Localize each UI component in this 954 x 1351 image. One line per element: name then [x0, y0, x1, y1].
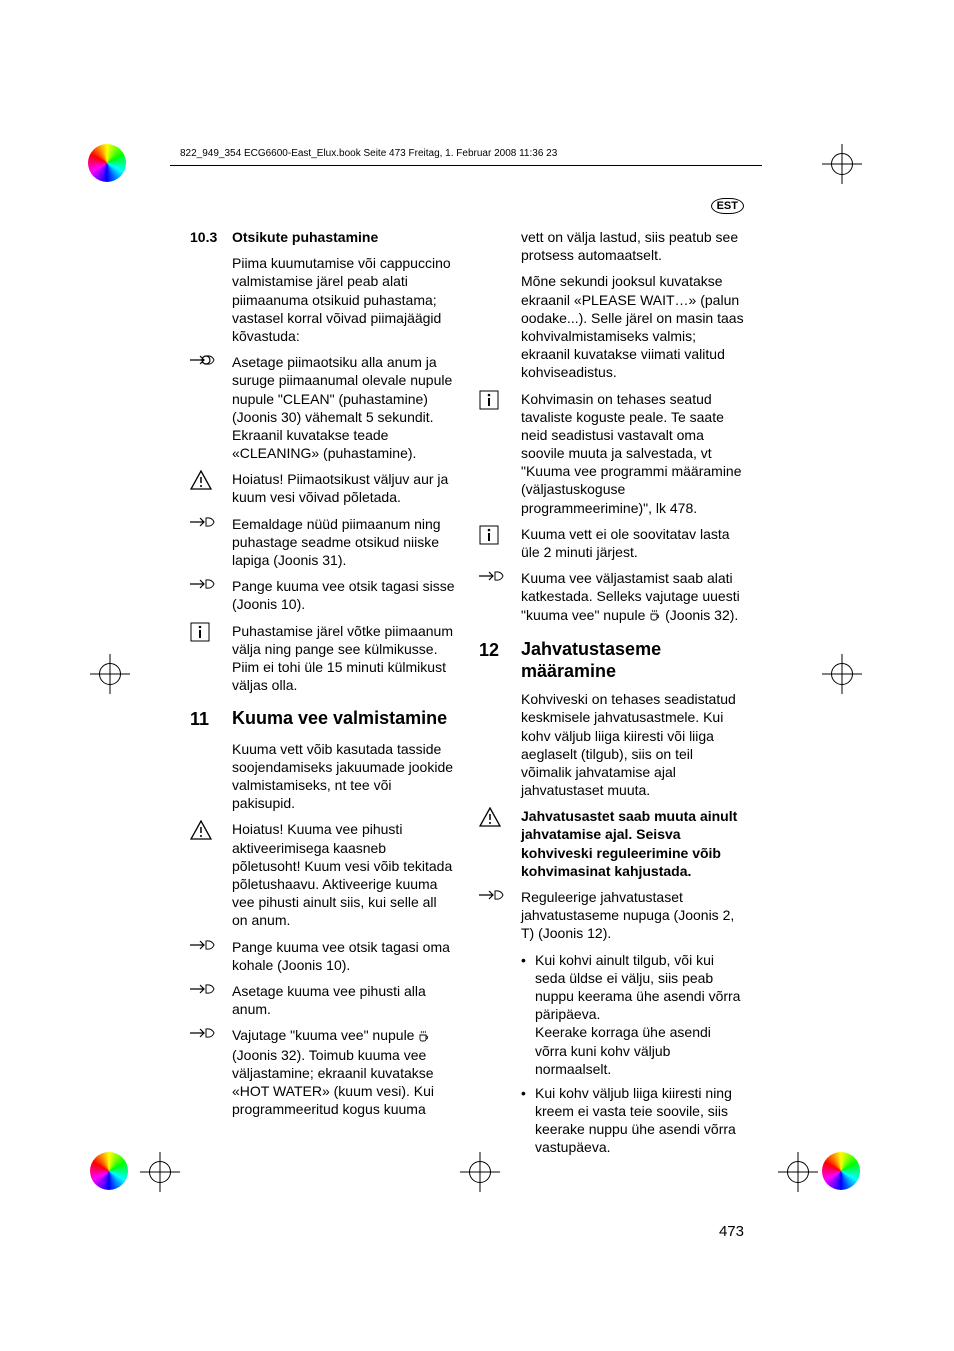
section-11-title: Kuuma vee valmistamine — [232, 708, 447, 728]
registration-color-bl — [90, 1152, 128, 1190]
para-10-3-step2: Eemaldage nüüd piimaanum ning puhastage … — [232, 515, 455, 570]
info-icon — [479, 525, 499, 545]
page-number: 473 — [719, 1222, 744, 1242]
pointing-hand-icon — [190, 577, 216, 591]
para-11-step3-a: Vajutage "kuuma vee" nupule — [232, 1027, 418, 1043]
header-rule — [170, 165, 762, 166]
language-badge: EST — [711, 198, 744, 214]
para-info-1: Kohvimasin on tehases seatud tavaliste k… — [521, 390, 744, 517]
para-11-step2: Asetage kuuma vee pihusti alla anum. — [232, 982, 455, 1018]
para-11-step1: Pange kuuma vee otsik tagasi oma kohale … — [232, 938, 455, 974]
warning-icon — [190, 470, 212, 490]
pointing-hand-icon — [479, 569, 505, 583]
registration-cross-br1 — [778, 1152, 818, 1192]
header-text: 822_949_354 ECG6600-East_Elux.book Seite… — [180, 148, 557, 159]
page-content: 10.3 Otsikute puhastamine Piima kuumutam… — [190, 228, 744, 1241]
info-icon — [190, 622, 210, 642]
para-10-3-info: Puhastamise järel võtke piimaanum välja … — [232, 622, 455, 695]
section-10-3-num: 10.3 — [190, 229, 217, 245]
pointing-hand-icon — [190, 1026, 216, 1040]
para-11-intro: Kuuma vett võib kasutada tasside soojend… — [232, 740, 455, 813]
para-10-3-warn1: Hoiatus! Piimaotsikust väljuv aur ja kuu… — [232, 470, 455, 506]
para-10-3-step3: Pange kuuma vee otsik tagasi sisse (Joon… — [232, 577, 455, 613]
warning-icon — [479, 807, 501, 827]
info-icon — [479, 390, 499, 410]
para-10-3-step1: Asetage piimaotsiku alla anum ja suruge … — [232, 353, 455, 462]
para-11-step3: Vajutage "kuuma vee" nupule (Joonis 32).… — [232, 1026, 455, 1118]
registration-cross-ml — [90, 654, 130, 694]
pointing-hand-icon — [479, 888, 505, 902]
registration-cross-mr — [822, 654, 862, 694]
pointing-hand-icon — [190, 353, 216, 367]
para-hand-1b: (Joonis 32). — [661, 607, 738, 623]
pointing-hand-icon — [190, 515, 216, 529]
section-12-title: Jahvatustaseme määramine — [521, 639, 661, 681]
registration-cross-bl — [140, 1152, 180, 1192]
para-12-intro: Kohviveski on tehases seadistatud keskmi… — [521, 690, 744, 799]
hot-water-cup-icon — [649, 607, 661, 625]
list-item: Kui kohv väljub liiga kiiresti ning kree… — [521, 1084, 744, 1157]
para-10-3-intro: Piima kuumutamise või cappuccino valmist… — [232, 254, 455, 345]
hot-water-cup-icon — [418, 1028, 430, 1046]
list-item: Kui kohvi ainult tilgub, või kui seda ül… — [521, 951, 744, 1078]
para-info-2: Kuuma vett ei ole soovitatav lasta üle 2… — [521, 525, 744, 561]
para-12-warn: Jahvatusastet saab muuta ainult jahvatam… — [521, 807, 744, 880]
section-11-num: 11 — [190, 709, 209, 729]
right-column: vett on välja lastud, siis peatub see pr… — [479, 228, 744, 1241]
bullet-list-12: Kui kohvi ainult tilgub, või kui seda ül… — [521, 951, 744, 1157]
section-12-num: 12 — [479, 640, 499, 660]
registration-color-tl — [88, 144, 126, 182]
para-hand-1: Kuuma vee väljastamist saab alati katkes… — [521, 569, 744, 625]
para-cont-1: vett on välja lastud, siis peatub see pr… — [521, 228, 744, 264]
section-10-3-title: Otsikute puhastamine — [232, 229, 378, 245]
para-11-warn: Hoiatus! Kuuma vee pihusti aktiveerimise… — [232, 820, 455, 929]
left-column: 10.3 Otsikute puhastamine Piima kuumutam… — [190, 228, 455, 1241]
para-12-step: Reguleerige jahvatustaset jahvatustaseme… — [521, 888, 744, 943]
warning-icon — [190, 820, 212, 840]
registration-color-br — [822, 1152, 860, 1190]
para-cont-2: Mõne sekundi jooksul kuvatakse ekraanil … — [521, 272, 744, 381]
pointing-hand-icon — [190, 938, 216, 952]
registration-cross-tr — [822, 144, 862, 184]
para-11-step3-b: (Joonis 32). Toimub kuuma vee väljastami… — [232, 1047, 434, 1118]
pointing-hand-icon — [190, 982, 216, 996]
